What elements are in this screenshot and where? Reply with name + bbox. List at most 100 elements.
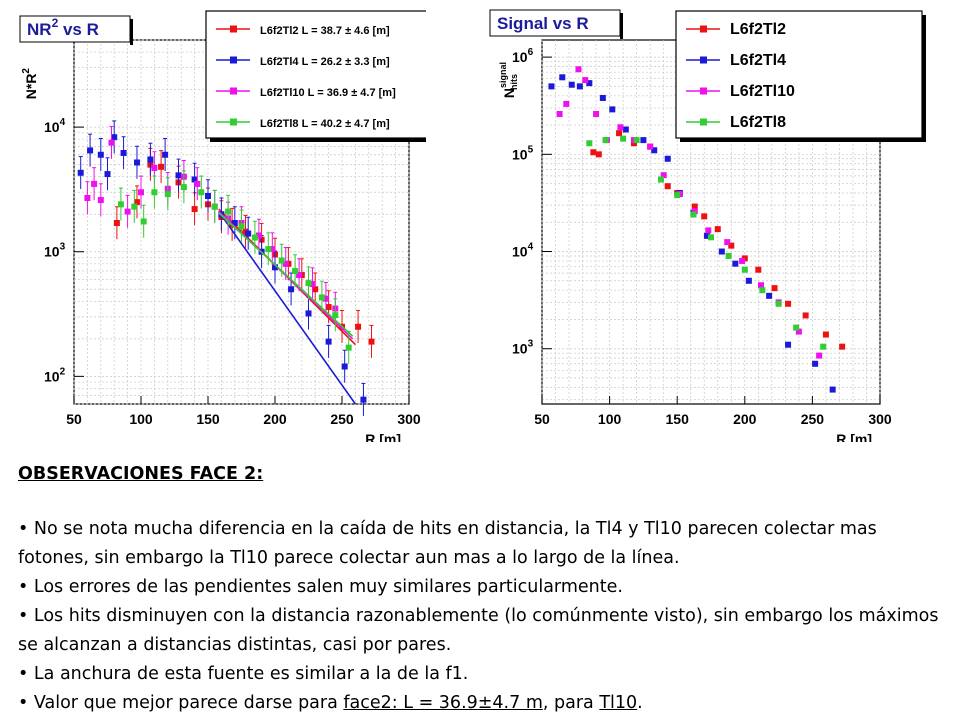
nr2-vs-r-chart: 50 100 150 200 250 300 102 103 104 R [m] N*R2 NR2 v… (19, 10, 426, 442)
data-point (674, 192, 681, 199)
data-point (124, 208, 131, 215)
legend-label: L6f2Tl2 L = 38.7 ± 4.6 [m] (260, 25, 390, 37)
legend-marker (700, 25, 707, 33)
title-box (19, 15, 131, 43)
data-point (745, 277, 752, 284)
data-point (97, 197, 104, 204)
data-point (640, 137, 647, 144)
observation-item: • La anchura de esta fuente es similar a… (18, 660, 948, 689)
legend-marker (230, 25, 237, 33)
x-tick-label: 200 (733, 411, 757, 427)
y-tick-label: 106 (512, 47, 534, 65)
data-point (111, 134, 118, 141)
data-point (265, 246, 272, 253)
data-point (205, 193, 211, 200)
y-axis-label: N*R2 (21, 68, 39, 100)
data-point (355, 323, 362, 330)
data-point (724, 239, 731, 246)
data-point (575, 66, 582, 73)
title-box-shadow (620, 13, 623, 39)
data-point (245, 230, 252, 237)
data-point (97, 151, 104, 158)
y-tick-label: 105 (512, 144, 534, 162)
data-point (617, 124, 624, 131)
data-point (117, 201, 124, 208)
legend-marker (700, 56, 707, 64)
x-axis-label: R [m] (365, 431, 401, 442)
data-point (548, 83, 555, 90)
data-point (822, 331, 829, 338)
data-point (151, 164, 158, 171)
data-point (620, 135, 627, 142)
data-point (829, 386, 836, 393)
data-point (191, 206, 198, 213)
data-point (556, 110, 563, 117)
data-point (657, 176, 664, 183)
data-point (255, 232, 262, 239)
observation-text: La anchura de esta fuente es similar a l… (33, 664, 469, 684)
observation-item: • No se nota mucha diferencia en la caíd… (18, 515, 948, 573)
data-point (325, 338, 332, 345)
data-point (322, 295, 329, 302)
data-point (595, 151, 602, 158)
observation-text: , para (542, 693, 600, 713)
data-point (602, 137, 609, 144)
data-point (360, 396, 367, 403)
legend-label: L6f2Tl4 L = 26.2 ± 3.3 [m] (260, 56, 390, 68)
data-point (180, 184, 187, 191)
chart-title: NR2 vs R (27, 16, 99, 39)
data-point (272, 264, 278, 271)
data-point (775, 300, 782, 307)
data-point (368, 338, 375, 345)
data-point (586, 140, 593, 147)
bullet-dot: • (18, 577, 29, 597)
data-point (282, 260, 289, 267)
data-point (108, 139, 115, 146)
y-axis-label-text: N*R2 (21, 68, 39, 100)
best-source-text: Tl10 (599, 693, 638, 713)
data-point (839, 343, 846, 350)
x-tick-label: 150 (666, 411, 690, 427)
bullet-dot: • (18, 519, 29, 539)
data-point (771, 285, 778, 292)
best-value-text: face2: L = 36.9±4.7 m (343, 693, 543, 713)
data-point (728, 242, 735, 249)
data-point (630, 140, 637, 147)
data-point (278, 257, 285, 264)
y-tick-label: 104 (512, 242, 534, 260)
x-tick-label: 200 (263, 411, 287, 427)
chart-title: Signal vs R (497, 14, 589, 33)
data-point (251, 234, 258, 241)
data-point (582, 77, 589, 84)
data-point (325, 304, 332, 311)
data-point (138, 189, 144, 196)
observation-text: Valor que mejor parece darse para (33, 693, 344, 713)
x-axis-label: R [m] (836, 431, 872, 442)
data-point (133, 159, 140, 166)
y-axis-label-text: Nsignalhits (498, 62, 519, 98)
bullet-dot: • (18, 606, 29, 626)
data-point (113, 220, 120, 227)
data-point (162, 151, 169, 158)
legend-label: L6f2Tl10 (730, 83, 795, 100)
data-point (563, 100, 570, 107)
data-point (622, 126, 629, 133)
data-point (84, 194, 91, 201)
data-point (198, 189, 205, 196)
bullet-dot: • (18, 693, 29, 713)
data-point (211, 203, 218, 210)
data-point (820, 343, 827, 350)
data-point (691, 203, 698, 210)
observation-item: • Los errores de las pendientes salen mu… (18, 573, 948, 602)
title-box (489, 9, 621, 37)
data-point (741, 266, 748, 273)
x-tick-label: 250 (330, 411, 354, 427)
data-point (725, 252, 732, 259)
x-tick-label: 50 (66, 411, 82, 427)
observation-text: Los errores de las pendientes salen muy … (33, 577, 623, 597)
x-tick-label: 300 (397, 411, 421, 427)
data-point (151, 189, 158, 196)
x-tick-label: 50 (534, 411, 550, 427)
data-point (341, 363, 348, 370)
data-point (147, 156, 154, 163)
